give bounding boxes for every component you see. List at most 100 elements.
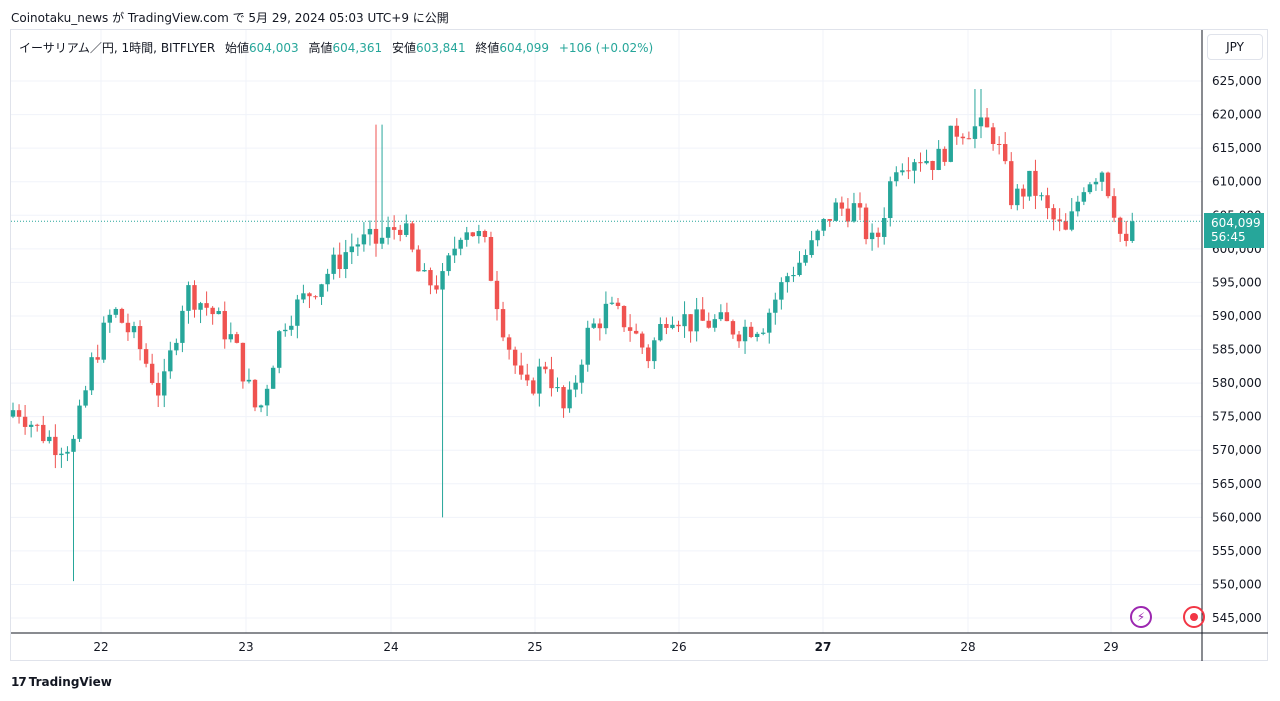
candle-body: [1009, 161, 1014, 206]
candle-body: [89, 357, 94, 391]
y-tick-label: 575,000: [1212, 410, 1262, 424]
candle-body: [506, 337, 512, 350]
candle-body: [984, 117, 990, 128]
candle-body: [168, 350, 173, 372]
candle-body: [410, 223, 415, 250]
candle-body: [1075, 201, 1080, 212]
currency-button[interactable]: JPY: [1207, 34, 1263, 60]
candle-body: [47, 436, 52, 442]
candle-body: [1015, 188, 1020, 206]
candle-body: [821, 219, 826, 231]
candle-body: [325, 273, 330, 285]
lightning-icon[interactable]: ⚡: [1130, 606, 1152, 628]
candle-body: [391, 227, 397, 230]
candle-body: [204, 303, 209, 308]
y-tick-label: 585,000: [1212, 343, 1262, 357]
candle-body: [591, 323, 596, 328]
candle-body: [1021, 188, 1026, 197]
candle-body: [428, 270, 433, 286]
candle-body: [331, 254, 336, 274]
candle-body: [773, 299, 778, 313]
x-tick-label: 25: [527, 640, 542, 654]
x-tick-label: 27: [815, 640, 832, 654]
candle-body: [930, 160, 935, 170]
candle-body: [307, 293, 312, 297]
candle-body: [1130, 221, 1135, 241]
candle-body: [779, 282, 784, 300]
candle-body: [16, 410, 22, 417]
open-value: 604,003: [249, 41, 299, 55]
candle-body: [567, 389, 572, 409]
chart-frame: [10, 29, 1268, 661]
candle-body: [452, 248, 457, 256]
candle-body: [742, 326, 748, 342]
candle-body: [258, 405, 264, 408]
change-value: +106 (+0.02%): [558, 41, 654, 55]
candle-body: [482, 230, 488, 237]
candle-body: [95, 357, 100, 360]
candle-body: [531, 380, 536, 394]
candle-body: [942, 148, 947, 162]
candle-body: [301, 293, 306, 300]
candle-body: [827, 219, 832, 221]
candle-body: [972, 126, 978, 139]
candle-body: [888, 181, 893, 219]
candle-body: [561, 387, 566, 409]
candle-body: [28, 424, 34, 427]
candle-body: [700, 309, 705, 321]
y-tick-label: 615,000: [1212, 141, 1262, 155]
candle-body: [646, 347, 651, 362]
tradingview-logo[interactable]: 17 TradingView: [11, 675, 112, 689]
candle-body: [222, 311, 227, 340]
symbol-label[interactable]: イーサリアム／円, 1時間, BITFLYER: [19, 41, 216, 55]
candle-body: [615, 302, 621, 306]
candle-body: [343, 252, 348, 270]
y-tick-label: 620,000: [1212, 108, 1262, 122]
candle-body: [10, 410, 16, 417]
candle-body: [83, 390, 88, 406]
candle-body: [767, 312, 772, 333]
candle-body: [101, 322, 106, 360]
candle-body: [803, 255, 808, 263]
candle-body: [313, 296, 318, 298]
candle-body: [1057, 219, 1062, 222]
candle-body: [1117, 217, 1123, 234]
candle-body: [149, 363, 155, 383]
candle-body: [319, 284, 324, 297]
candle-body: [990, 127, 996, 144]
candle-body: [900, 170, 905, 173]
record-icon[interactable]: [1183, 606, 1205, 628]
x-tick-label: 23: [238, 640, 253, 654]
candle-body: [434, 285, 439, 290]
low-value: 603,841: [415, 41, 466, 55]
candle-body: [609, 302, 615, 304]
candle-body: [712, 319, 717, 328]
candle-body: [948, 125, 953, 162]
candle-body: [603, 303, 609, 329]
tradingview-logo-icon: 17: [11, 675, 27, 689]
candle-body: [960, 136, 966, 139]
candle-body: [996, 143, 1002, 145]
publish-caption: Coinotaku_news が TradingView.com で 5月 29…: [11, 11, 449, 25]
candle-body: [718, 312, 724, 320]
axes: 625,000620,000615,000610,000605,000600,0…: [11, 30, 1268, 661]
candle-body: [954, 125, 959, 137]
candle-body: [839, 202, 845, 209]
candle-body: [1105, 172, 1111, 197]
x-tick-label: 26: [671, 640, 686, 654]
candle-body: [851, 203, 857, 222]
y-tick-label: 595,000: [1212, 275, 1262, 289]
candle-body: [1081, 192, 1087, 202]
candle-body: [234, 334, 240, 343]
candle-body: [143, 349, 149, 364]
candle-body: [730, 321, 736, 335]
candle-body: [833, 202, 838, 221]
candle-body: [621, 305, 627, 328]
y-tick-label: 590,000: [1212, 309, 1262, 323]
y-tick-label: 545,000: [1212, 611, 1262, 625]
y-tick-label: 580,000: [1212, 376, 1262, 390]
candle-body: [1063, 221, 1068, 230]
candle-body: [845, 208, 851, 222]
candle-body: [361, 234, 367, 245]
